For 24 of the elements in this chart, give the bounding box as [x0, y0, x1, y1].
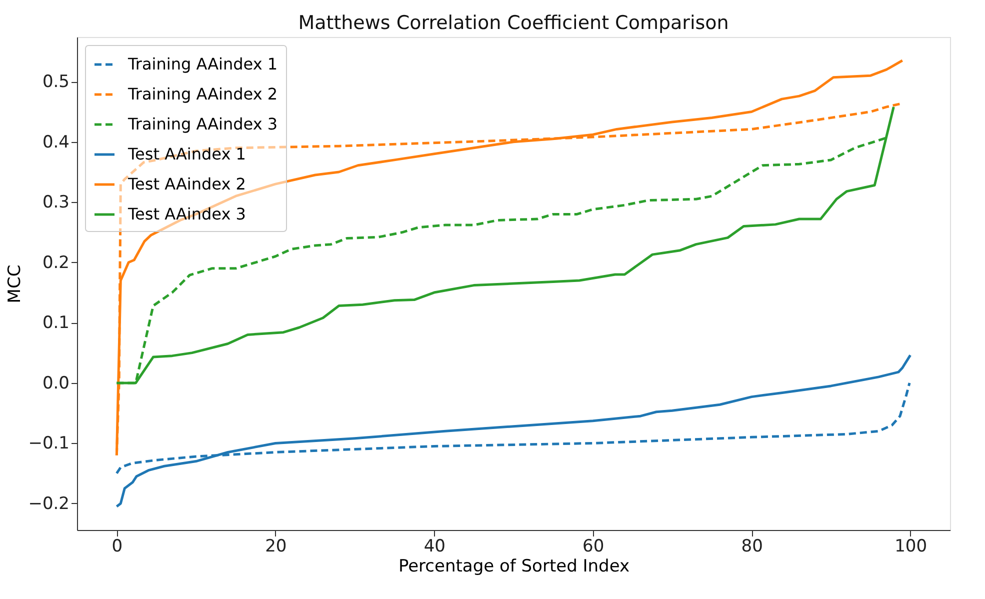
legend-label: Test AAindex 3: [127, 204, 246, 224]
y-axis-title: MCC: [5, 264, 26, 304]
y-tick-label: 0.5: [42, 72, 70, 92]
x-tick-label: 80: [741, 536, 763, 556]
line-series: [115, 354, 912, 508]
x-tick-label: 40: [424, 536, 446, 556]
chart-title: Matthews Correlation Coefficient Comparison: [298, 12, 729, 34]
y-tick-label: 0.3: [42, 192, 70, 213]
x-tick-label: 0: [112, 536, 123, 556]
x-tick-label: 20: [265, 536, 287, 556]
legend-label: Test AAindex 2: [127, 174, 246, 194]
legend-label: Training AAindex 2: [127, 84, 278, 104]
x-axis-title: Percentage of Sorted Index: [398, 556, 630, 576]
x-tick-label: 100: [894, 536, 928, 556]
x-tick-label: 60: [582, 536, 604, 556]
y-tick-label: 0.0: [42, 373, 70, 394]
y-tick-label: 0.4: [42, 132, 70, 152]
y-tick-label: −0.2: [28, 494, 70, 514]
y-tick-label: 0.2: [42, 252, 70, 273]
legend-label: Training AAindex 1: [127, 54, 278, 74]
y-tick-label: 0.1: [42, 313, 70, 334]
legend-label: Training AAindex 3: [127, 114, 278, 134]
legend-label: Test AAindex 1: [127, 144, 246, 164]
y-tick-label: −0.1: [28, 434, 70, 454]
